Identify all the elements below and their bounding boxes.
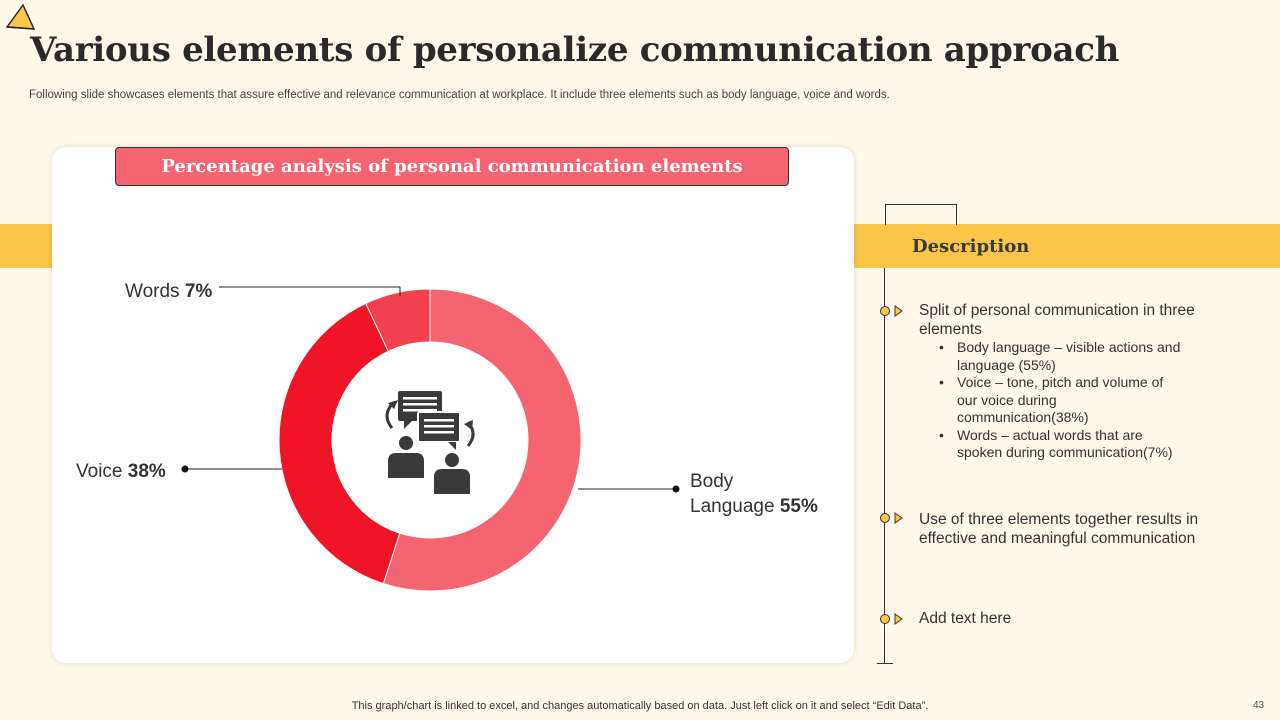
timeline-line (884, 268, 885, 663)
slice-words[interactable] (365, 288, 431, 352)
label-body-language-value: Language 55% (690, 496, 818, 517)
footer-note: This graph/chart is linked to excel, and… (351, 700, 929, 712)
description-point-2: Use of three elements together results i… (919, 511, 1199, 547)
page-title: Various elements of personalize communic… (30, 30, 1120, 70)
heading-bracket (885, 204, 957, 225)
label-voice: Voice 38% (76, 461, 166, 482)
bullet-voice: Voice – tone, pitch and volume of our vo… (939, 374, 1187, 427)
label-words: Words 7% (125, 281, 212, 302)
slice-voice[interactable] (278, 302, 401, 585)
timeline-foot (877, 663, 893, 664)
bullet-words: Words – actual words that are spoken dur… (939, 427, 1187, 462)
description-heading: Description (912, 236, 1030, 257)
slice-body-language[interactable] (382, 288, 582, 592)
leader-dot-body-language (672, 485, 680, 493)
accent-band-left (0, 224, 60, 268)
leader-words (219, 286, 401, 296)
page-number: 43 (1253, 700, 1265, 711)
timeline-marker-icon (880, 305, 903, 317)
label-body-language-name: Body (690, 471, 734, 492)
timeline-marker-icon (880, 613, 903, 625)
people-conversation-icon (385, 391, 475, 494)
accent-band-right (850, 224, 1280, 268)
description-point-1: Split of personal communication in three… (919, 301, 1199, 462)
chart-title: Percentage analysis of personal communic… (115, 147, 789, 186)
page-subtitle: Following slide showcases elements that … (29, 89, 890, 101)
point-1-text: Split of personal communication in three… (919, 302, 1195, 338)
point-1-bullets: Body language – visible actions and lang… (919, 339, 1199, 462)
logo-icon (5, 3, 36, 30)
description-point-3[interactable]: Add text here (919, 610, 1012, 627)
timeline-marker-icon (880, 512, 903, 524)
bullet-body-language: Body language – visible actions and lang… (939, 339, 1187, 374)
leader-dot-voice (181, 465, 189, 473)
